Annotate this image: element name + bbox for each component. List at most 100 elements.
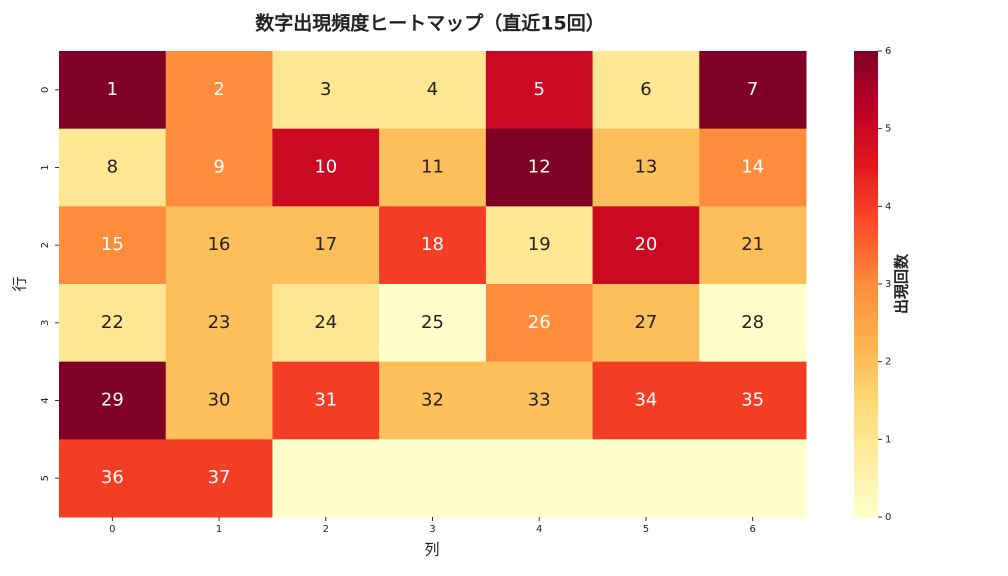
colorbar-segment — [854, 447, 878, 453]
heatmap-cell — [485, 51, 594, 130]
heatmap-cell — [485, 361, 594, 440]
colorbar-segment — [854, 353, 878, 360]
colorbar-segment — [854, 167, 878, 173]
heatmap-cell — [379, 361, 487, 440]
cell-annotation: 1 — [107, 79, 118, 100]
colorbar-segment — [854, 311, 878, 318]
cell-annotation: 15 — [101, 234, 124, 255]
heatmap-cell — [59, 128, 167, 207]
colorbar-segment — [854, 386, 878, 392]
heatmap-cell — [165, 284, 273, 363]
heatmap-cell — [592, 439, 700, 518]
colorbar-segment — [854, 451, 878, 458]
colorbar-segment — [854, 83, 878, 89]
colorbar-segment — [854, 214, 878, 220]
x-tick-label: 2 — [323, 524, 329, 535]
cell-annotation: 17 — [314, 234, 337, 255]
heatmap-cell — [699, 284, 807, 363]
x-tick-label: 5 — [643, 524, 649, 535]
heatmap-cell — [165, 439, 273, 518]
cell-annotation: 31 — [314, 390, 337, 411]
cell-annotation: 7 — [747, 79, 758, 100]
colorbar-segment — [854, 74, 878, 80]
colorbar-segment — [854, 489, 878, 495]
colorbar-segment — [854, 367, 878, 374]
colorbar-segment — [854, 456, 878, 462]
colorbar-segment — [854, 344, 878, 350]
colorbar-segment — [854, 204, 878, 211]
colorbar-segment — [854, 237, 878, 243]
colorbar-segment — [854, 358, 878, 364]
colorbar-segment — [854, 293, 878, 299]
colorbar-segment — [854, 106, 878, 113]
heatmap-cell — [59, 361, 167, 440]
heatmap-cell — [485, 439, 594, 518]
colorbar-segment — [854, 55, 878, 61]
colorbar-segment — [854, 363, 878, 369]
y-tick-label: 2 — [40, 242, 51, 248]
colorbar-segment — [854, 479, 878, 485]
heatmap-cell — [165, 128, 273, 207]
colorbar-segment — [854, 111, 878, 117]
colorbar-segment — [854, 325, 878, 332]
heatmap-cell — [272, 206, 380, 285]
x-tick-label: 6 — [749, 524, 755, 535]
colorbar-segment — [854, 256, 878, 262]
colorbar-segment — [854, 349, 878, 355]
colorbar-segment — [854, 507, 878, 513]
colorbar-segment — [854, 246, 878, 252]
cell-annotation: 28 — [741, 312, 764, 333]
colorbar-tick-label: 2 — [885, 357, 891, 368]
y-tick-label: 3 — [40, 320, 51, 326]
y-tick-label: 1 — [40, 164, 51, 170]
colorbar-segment — [854, 92, 878, 99]
cell-annotation: 21 — [741, 234, 764, 255]
heatmap-cell — [485, 206, 594, 285]
colorbar-tick-label: 5 — [885, 124, 891, 135]
colorbar-segment — [854, 251, 878, 257]
colorbar-segment — [854, 218, 878, 225]
colorbar-tick-label: 6 — [885, 46, 891, 57]
colorbar-segment — [854, 144, 878, 150]
colorbar-segment — [854, 307, 878, 313]
colorbar-segment — [854, 102, 878, 108]
colorbar-segment — [854, 433, 878, 439]
cell-annotation: 35 — [741, 390, 764, 411]
cell-annotation: 19 — [528, 234, 551, 255]
x-tick-label: 0 — [109, 524, 115, 535]
cell-annotation: 10 — [314, 157, 337, 178]
colorbar-segment — [854, 381, 878, 388]
heatmap-cell — [165, 361, 273, 440]
heatmap-cell — [592, 128, 700, 207]
colorbar-segment — [854, 116, 878, 122]
y-axis-label: 行 — [11, 276, 29, 291]
cell-annotation: 13 — [634, 157, 657, 178]
heatmap-cell — [165, 206, 273, 285]
colorbar-segment — [854, 330, 878, 336]
cell-annotation: 6 — [640, 79, 651, 100]
cell-annotation: 32 — [421, 390, 444, 411]
heatmap-cell — [699, 128, 807, 207]
cell-annotation: 23 — [208, 312, 231, 333]
colorbar-segment — [854, 60, 878, 66]
colorbar-segment — [854, 409, 878, 416]
heatmap-cell — [485, 128, 594, 207]
colorbar-segment — [854, 405, 878, 411]
colorbar-segment — [854, 69, 878, 75]
cell-annotation: 36 — [101, 467, 124, 488]
heatmap-cell — [59, 206, 167, 285]
colorbar-segment — [854, 97, 878, 103]
colorbar-segment — [854, 125, 878, 131]
colorbar-tick-label: 4 — [885, 201, 891, 212]
colorbar-segment — [854, 372, 878, 378]
colorbar-segment — [854, 260, 878, 266]
cell-annotation: 16 — [208, 234, 231, 255]
colorbar-segment — [854, 223, 878, 229]
y-tick-label: 5 — [40, 475, 51, 481]
colorbar-segment — [854, 148, 878, 155]
cell-annotation: 18 — [421, 234, 444, 255]
cell-annotation: 37 — [208, 467, 231, 488]
colorbar-tick-label: 1 — [885, 434, 891, 445]
heatmap-cell — [592, 206, 700, 285]
colorbar-tick-label: 3 — [885, 279, 891, 290]
